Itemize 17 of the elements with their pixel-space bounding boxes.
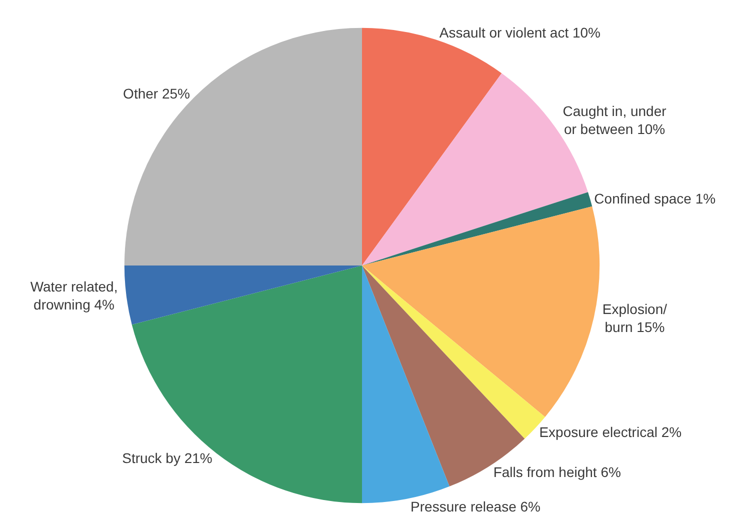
pie-slice bbox=[362, 192, 592, 266]
slice-label: Assault or violent act 10% bbox=[439, 24, 601, 40]
slice-label: Water related, drowning 4% bbox=[30, 278, 118, 313]
slice-label: Falls from height 6% bbox=[493, 464, 621, 480]
pie-slice bbox=[124, 28, 362, 266]
slice-label: Caught in, under or between 10% bbox=[562, 102, 667, 138]
slice-label: Pressure release 6% bbox=[410, 498, 540, 515]
slice-label: Confined space 1% bbox=[594, 190, 716, 207]
slice-label: Explosion/ burn 15% bbox=[602, 301, 668, 336]
pie-slice bbox=[362, 28, 502, 266]
slice-label: Exposure electrical 2% bbox=[539, 424, 682, 440]
pie-slice bbox=[362, 266, 525, 486]
pie-slice bbox=[124, 266, 362, 325]
pie-slice bbox=[362, 206, 600, 417]
slice-label: Struck by 21% bbox=[122, 450, 212, 466]
slice-label: Other 25% bbox=[123, 85, 190, 102]
pie-slice bbox=[362, 266, 450, 504]
